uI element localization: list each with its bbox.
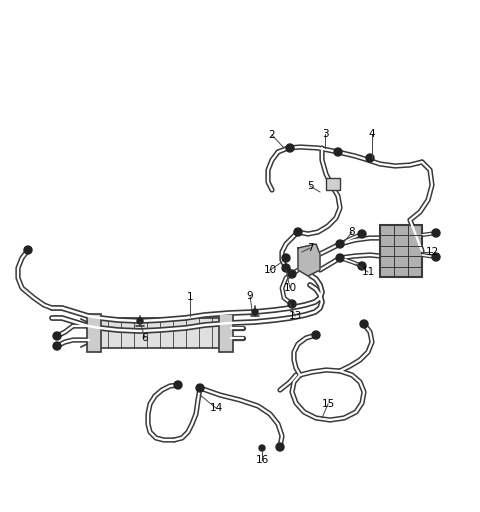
Circle shape	[24, 246, 32, 254]
Bar	[326, 178, 340, 190]
Text: 3: 3	[322, 129, 328, 139]
Circle shape	[276, 443, 284, 451]
Circle shape	[358, 262, 366, 270]
Text: 7: 7	[307, 243, 313, 253]
Circle shape	[196, 384, 204, 392]
Circle shape	[336, 254, 344, 262]
Circle shape	[282, 264, 290, 272]
Text: 12: 12	[425, 247, 439, 257]
Text: 14: 14	[209, 403, 223, 413]
Bar	[219, 314, 233, 352]
Text: 2: 2	[269, 130, 276, 140]
Text: 15: 15	[322, 399, 335, 409]
Circle shape	[53, 332, 61, 340]
Text: 9: 9	[247, 291, 253, 301]
Text: 11: 11	[361, 267, 374, 277]
Bar	[380, 225, 422, 277]
Circle shape	[137, 318, 143, 324]
Circle shape	[294, 228, 302, 236]
Circle shape	[174, 381, 182, 389]
Polygon shape	[298, 244, 320, 276]
Circle shape	[288, 300, 296, 308]
Circle shape	[286, 144, 294, 152]
Circle shape	[358, 230, 366, 238]
Text: 4: 4	[369, 129, 375, 139]
Text: 10: 10	[283, 283, 297, 293]
Text: 13: 13	[288, 311, 301, 321]
Text: 8: 8	[348, 227, 355, 237]
Circle shape	[53, 342, 61, 350]
Circle shape	[288, 270, 296, 278]
Circle shape	[366, 154, 374, 162]
Bar	[87, 314, 101, 352]
Circle shape	[336, 240, 344, 248]
Text: 10: 10	[264, 265, 276, 275]
Text: 6: 6	[142, 333, 148, 343]
Circle shape	[259, 445, 265, 451]
Circle shape	[312, 331, 320, 339]
Circle shape	[432, 253, 440, 261]
Circle shape	[252, 309, 258, 315]
Circle shape	[432, 229, 440, 237]
Circle shape	[334, 148, 342, 156]
Circle shape	[360, 320, 368, 328]
Text: 16: 16	[255, 455, 269, 465]
Text: 1: 1	[187, 292, 193, 302]
Circle shape	[282, 254, 290, 262]
Text: 5: 5	[307, 181, 313, 191]
Bar	[95, 318, 225, 348]
